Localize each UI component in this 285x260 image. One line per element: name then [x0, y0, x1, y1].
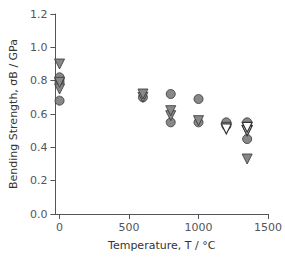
svg-text:1.2: 1.2: [30, 8, 48, 21]
svg-text:Temperature, T / °C: Temperature, T / °C: [107, 239, 216, 252]
svg-text:0.0: 0.0: [30, 208, 48, 221]
svg-text:0.4: 0.4: [30, 141, 48, 154]
svg-text:500: 500: [119, 221, 140, 234]
svg-text:Bending Strength, σB / GPa: Bending Strength, σB / GPa: [7, 39, 20, 189]
svg-text:0.8: 0.8: [30, 74, 48, 87]
svg-text:0: 0: [56, 221, 63, 234]
svg-text:1.0: 1.0: [30, 41, 48, 54]
svg-text:1500: 1500: [254, 221, 282, 234]
svg-text:1000: 1000: [185, 221, 213, 234]
svg-text:0.6: 0.6: [30, 108, 48, 121]
svg-text:0.2: 0.2: [30, 174, 48, 187]
